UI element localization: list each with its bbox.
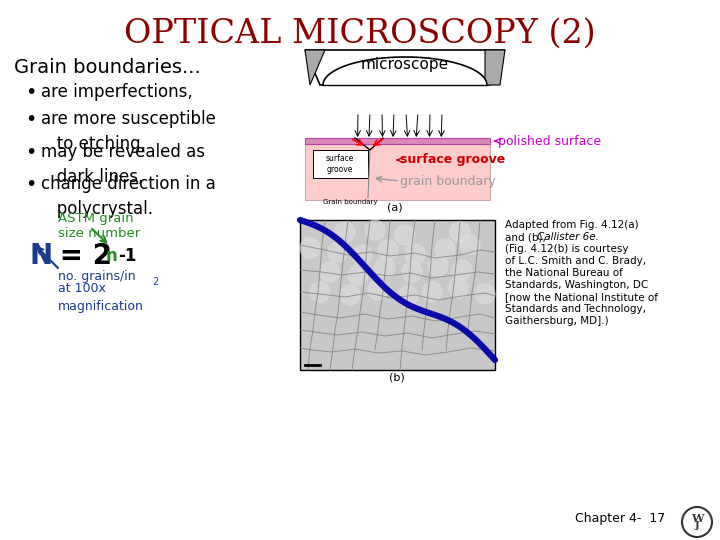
- Text: Standards and Technology,: Standards and Technology,: [505, 304, 646, 314]
- Circle shape: [395, 225, 415, 245]
- Circle shape: [300, 238, 320, 258]
- Text: n: n: [106, 247, 118, 265]
- Polygon shape: [305, 50, 505, 85]
- Circle shape: [475, 284, 495, 304]
- Text: •: •: [25, 110, 37, 129]
- Text: surface groove: surface groove: [400, 153, 505, 166]
- Text: N: N: [30, 242, 53, 270]
- Text: are more susceptible
   to etching,: are more susceptible to etching,: [41, 110, 216, 153]
- Circle shape: [340, 285, 360, 305]
- Circle shape: [398, 286, 418, 306]
- Circle shape: [335, 222, 355, 242]
- Circle shape: [448, 278, 468, 298]
- Text: are imperfections,: are imperfections,: [41, 83, 193, 101]
- Text: may be revealed as
   dark lines,: may be revealed as dark lines,: [41, 143, 205, 186]
- Text: at 100x
magnification: at 100x magnification: [58, 282, 144, 313]
- Text: the National Bureau of: the National Bureau of: [505, 268, 623, 278]
- Text: Gaithersburg, MD].): Gaithersburg, MD].): [505, 316, 608, 326]
- Text: (a): (a): [387, 203, 402, 213]
- Circle shape: [378, 240, 398, 260]
- Text: •: •: [25, 83, 37, 102]
- Circle shape: [682, 507, 712, 537]
- Circle shape: [452, 260, 472, 280]
- Text: of L.C. Smith and C. Brady,: of L.C. Smith and C. Brady,: [505, 256, 646, 266]
- Polygon shape: [485, 50, 505, 85]
- Circle shape: [405, 244, 425, 264]
- Circle shape: [365, 220, 385, 240]
- Text: Grain boundaries...: Grain boundaries...: [14, 58, 201, 77]
- Text: (b): (b): [389, 372, 405, 382]
- Circle shape: [422, 282, 442, 302]
- Circle shape: [348, 265, 368, 285]
- Text: •: •: [25, 175, 37, 194]
- Text: Callister 6e.: Callister 6e.: [537, 232, 599, 242]
- FancyBboxPatch shape: [300, 220, 495, 370]
- FancyBboxPatch shape: [305, 144, 490, 200]
- Circle shape: [320, 262, 340, 282]
- Text: = 2: = 2: [50, 242, 112, 270]
- Circle shape: [450, 222, 470, 242]
- Text: •: •: [25, 143, 37, 162]
- Text: Grain boundary: Grain boundary: [323, 199, 377, 205]
- Text: (Fig. 4.12(b) is courtesy: (Fig. 4.12(b) is courtesy: [505, 244, 629, 254]
- Text: and (b),: and (b),: [505, 232, 549, 242]
- Text: ASTM grain
size number: ASTM grain size number: [58, 212, 140, 240]
- Text: change direction in a
   polycrystal.: change direction in a polycrystal.: [41, 175, 216, 218]
- Circle shape: [310, 282, 330, 302]
- Text: Chapter 4-  17: Chapter 4- 17: [575, 512, 665, 525]
- Text: grain boundary: grain boundary: [400, 176, 496, 188]
- Circle shape: [435, 239, 455, 259]
- Text: Adapted from Fig. 4.12(a): Adapted from Fig. 4.12(a): [505, 220, 639, 230]
- Circle shape: [368, 280, 388, 300]
- FancyBboxPatch shape: [313, 150, 368, 178]
- Circle shape: [428, 256, 448, 276]
- Text: J: J: [695, 522, 699, 530]
- Text: no. grains/in: no. grains/in: [58, 270, 135, 283]
- Text: OPTICAL MICROSCOPY (2): OPTICAL MICROSCOPY (2): [124, 18, 596, 50]
- Text: -1: -1: [118, 247, 136, 265]
- Circle shape: [460, 235, 480, 255]
- Text: microscope: microscope: [361, 57, 449, 72]
- Text: Standards, Washington, DC: Standards, Washington, DC: [505, 280, 648, 290]
- Circle shape: [375, 258, 395, 278]
- Circle shape: [328, 242, 348, 262]
- Text: [now the National Institute of: [now the National Institute of: [505, 292, 658, 302]
- Polygon shape: [305, 50, 325, 85]
- Circle shape: [402, 262, 422, 282]
- Text: W: W: [690, 512, 703, 523]
- Circle shape: [352, 245, 372, 265]
- Text: surface
groove: surface groove: [326, 154, 354, 174]
- Text: polished surface: polished surface: [498, 134, 601, 147]
- Text: 2: 2: [152, 277, 158, 287]
- FancyBboxPatch shape: [305, 138, 490, 144]
